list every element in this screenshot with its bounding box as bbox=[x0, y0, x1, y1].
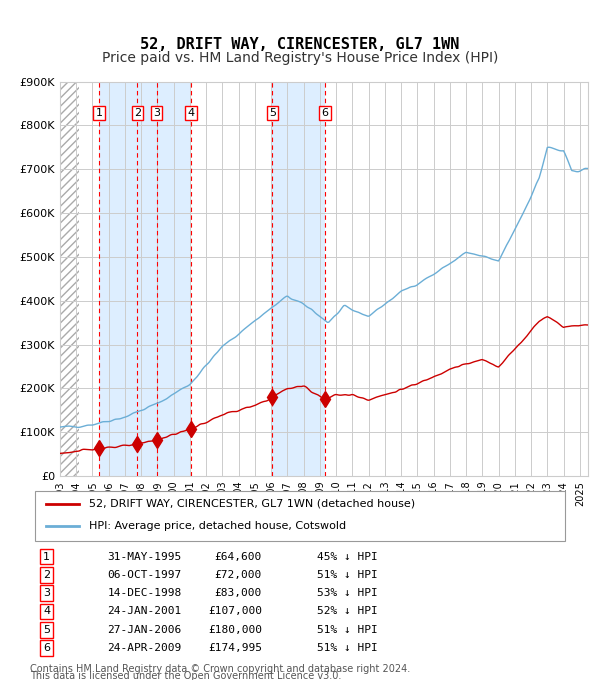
Text: 52, DRIFT WAY, CIRENCESTER, GL7 1WN: 52, DRIFT WAY, CIRENCESTER, GL7 1WN bbox=[140, 37, 460, 52]
Bar bbox=[60, 82, 79, 476]
Text: 24-APR-2009: 24-APR-2009 bbox=[107, 643, 182, 653]
Text: 27-JAN-2006: 27-JAN-2006 bbox=[107, 625, 182, 635]
Text: 51% ↓ HPI: 51% ↓ HPI bbox=[317, 570, 378, 580]
Text: 14-DEC-1998: 14-DEC-1998 bbox=[107, 588, 182, 598]
Text: 6: 6 bbox=[322, 108, 328, 118]
Text: HPI: Average price, detached house, Cotswold: HPI: Average price, detached house, Cots… bbox=[89, 522, 347, 531]
Bar bbox=[99, 82, 137, 476]
Text: This data is licensed under the Open Government Licence v3.0.: This data is licensed under the Open Gov… bbox=[30, 670, 341, 680]
Text: 31-MAY-1995: 31-MAY-1995 bbox=[107, 551, 182, 562]
Text: 45% ↓ HPI: 45% ↓ HPI bbox=[317, 551, 378, 562]
Text: 51% ↓ HPI: 51% ↓ HPI bbox=[317, 643, 378, 653]
Text: 4: 4 bbox=[188, 108, 194, 118]
Text: 52% ↓ HPI: 52% ↓ HPI bbox=[317, 607, 378, 617]
Text: £107,000: £107,000 bbox=[208, 607, 262, 617]
FancyBboxPatch shape bbox=[35, 491, 565, 541]
Text: £174,995: £174,995 bbox=[208, 643, 262, 653]
Text: £180,000: £180,000 bbox=[208, 625, 262, 635]
Bar bbox=[157, 82, 191, 476]
Text: 3: 3 bbox=[43, 588, 50, 598]
Text: 52, DRIFT WAY, CIRENCESTER, GL7 1WN (detached house): 52, DRIFT WAY, CIRENCESTER, GL7 1WN (det… bbox=[89, 499, 416, 509]
Text: 2: 2 bbox=[43, 570, 50, 580]
Text: 4: 4 bbox=[43, 607, 50, 617]
Text: 1: 1 bbox=[95, 108, 103, 118]
Text: £72,000: £72,000 bbox=[215, 570, 262, 580]
Text: 51% ↓ HPI: 51% ↓ HPI bbox=[317, 625, 378, 635]
Text: 6: 6 bbox=[43, 643, 50, 653]
Text: Price paid vs. HM Land Registry's House Price Index (HPI): Price paid vs. HM Land Registry's House … bbox=[102, 51, 498, 65]
Text: 5: 5 bbox=[43, 625, 50, 635]
Text: 2: 2 bbox=[134, 108, 141, 118]
Text: Contains HM Land Registry data © Crown copyright and database right 2024.: Contains HM Land Registry data © Crown c… bbox=[30, 664, 410, 674]
Bar bbox=[137, 82, 157, 476]
Text: £83,000: £83,000 bbox=[215, 588, 262, 598]
Text: 53% ↓ HPI: 53% ↓ HPI bbox=[317, 588, 378, 598]
Text: 24-JAN-2001: 24-JAN-2001 bbox=[107, 607, 182, 617]
Text: 06-OCT-1997: 06-OCT-1997 bbox=[107, 570, 182, 580]
Bar bbox=[272, 82, 325, 476]
Text: 3: 3 bbox=[153, 108, 160, 118]
Text: £64,600: £64,600 bbox=[215, 551, 262, 562]
Text: 1: 1 bbox=[43, 551, 50, 562]
Text: 5: 5 bbox=[269, 108, 276, 118]
